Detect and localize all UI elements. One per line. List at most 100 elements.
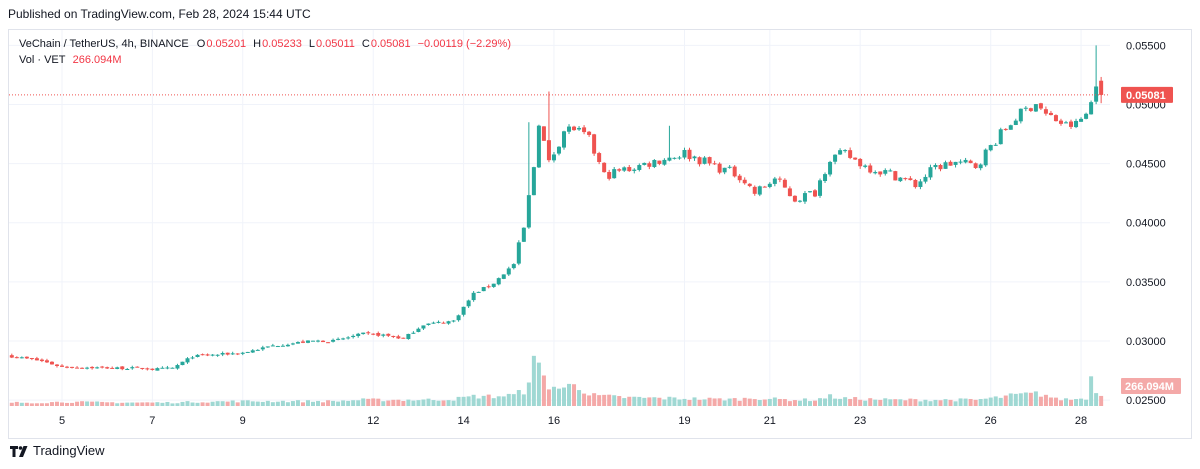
candle-body bbox=[491, 283, 496, 287]
volume-bar bbox=[602, 394, 607, 406]
volume-bar bbox=[958, 398, 963, 406]
candle-body bbox=[772, 178, 777, 184]
volume-bar bbox=[250, 401, 255, 406]
candle-body bbox=[938, 165, 943, 170]
last-volume-badge bbox=[1121, 378, 1181, 394]
volume-bar bbox=[647, 397, 652, 406]
candle-body bbox=[1033, 104, 1038, 112]
candle-body bbox=[1058, 120, 1063, 124]
price-axis: 0.055000.050000.045000.040000.035000.030… bbox=[1126, 40, 1166, 407]
candle-body bbox=[19, 357, 24, 359]
candle-body bbox=[100, 366, 105, 368]
candle-body bbox=[777, 178, 782, 180]
candle-body bbox=[70, 366, 75, 368]
candle-body bbox=[110, 367, 115, 369]
candle-body bbox=[105, 367, 110, 369]
candle-body bbox=[998, 129, 1003, 145]
candle-body bbox=[667, 157, 672, 161]
volume-bar bbox=[376, 398, 381, 406]
candle-body bbox=[115, 367, 120, 369]
volume-bar bbox=[381, 401, 386, 406]
volume-bar bbox=[687, 399, 692, 406]
volume-bar bbox=[501, 396, 506, 406]
volume-bar bbox=[878, 399, 883, 406]
candle-body bbox=[707, 157, 712, 164]
symbol-title[interactable]: VeChain / TetherUS, 4h, BINANCE bbox=[19, 38, 189, 50]
ohlc-row: VeChain / TetherUS, 4h, BINANCE O0.05201 H… bbox=[19, 38, 511, 50]
price-tick-label: 0.04500 bbox=[1126, 159, 1166, 171]
volume-bar bbox=[496, 396, 501, 406]
tradingview-footer[interactable]: TradingView bbox=[9, 443, 105, 458]
volume-bar bbox=[818, 398, 823, 406]
volume-bar bbox=[526, 382, 531, 406]
volume-bar bbox=[712, 398, 717, 406]
volume-bar bbox=[115, 403, 120, 406]
candle-body bbox=[677, 157, 682, 159]
volume-bar bbox=[807, 401, 812, 406]
candle-body bbox=[948, 161, 953, 166]
volume-bar bbox=[567, 383, 572, 406]
volume-bar bbox=[933, 399, 938, 406]
volume-bar bbox=[612, 395, 617, 406]
change-value: −0.00119 (−2.29%) bbox=[417, 38, 511, 50]
volume-bar bbox=[185, 401, 190, 406]
candle-body bbox=[300, 341, 305, 343]
volume-bar bbox=[908, 398, 913, 406]
volume-bar bbox=[883, 398, 888, 406]
candle-body bbox=[1003, 128, 1008, 130]
candle-body bbox=[968, 160, 973, 164]
candle-body bbox=[1069, 121, 1074, 127]
candle-body bbox=[381, 334, 386, 336]
volume-label[interactable]: Vol · VET bbox=[19, 54, 66, 66]
volume-layer bbox=[9, 355, 1104, 406]
volume-bar bbox=[577, 390, 582, 406]
volume-bar bbox=[100, 401, 105, 406]
candle-body bbox=[983, 149, 988, 166]
candle-body bbox=[255, 349, 260, 351]
volume-bar bbox=[270, 402, 275, 406]
volume-bar bbox=[396, 399, 401, 406]
candle-body bbox=[1018, 108, 1023, 122]
candle-body bbox=[767, 183, 772, 187]
open-value: 0.05201 bbox=[206, 38, 247, 50]
volume-bar bbox=[70, 402, 75, 406]
volume-bar bbox=[240, 400, 245, 406]
volume-bar bbox=[386, 400, 391, 406]
volume-bar bbox=[75, 401, 80, 406]
volume-bar bbox=[1084, 399, 1089, 406]
candle-body bbox=[873, 172, 878, 174]
volume-bar bbox=[546, 389, 551, 406]
candle-body bbox=[802, 193, 807, 202]
volume-bar bbox=[180, 401, 185, 406]
candle-body bbox=[562, 131, 566, 148]
volume-bar bbox=[29, 403, 34, 406]
volume-bar bbox=[732, 398, 737, 406]
volume-bar bbox=[1018, 393, 1023, 406]
volume-bar bbox=[536, 362, 541, 406]
volume-bar bbox=[993, 396, 998, 406]
volume-bar bbox=[456, 396, 461, 406]
candle-body bbox=[1008, 125, 1013, 130]
candle-body bbox=[95, 367, 100, 369]
candle-body bbox=[376, 332, 381, 336]
candle-body bbox=[858, 158, 863, 167]
chart-frame bbox=[8, 29, 1192, 439]
candle-body bbox=[1048, 112, 1053, 116]
candle-body bbox=[130, 367, 135, 369]
candle-body bbox=[351, 335, 356, 338]
time-tick-label: 26 bbox=[985, 415, 997, 427]
candle-body bbox=[391, 335, 396, 338]
candle-body bbox=[1064, 122, 1068, 124]
time-tick-label: 28 bbox=[1075, 415, 1087, 427]
volume-bar bbox=[777, 398, 782, 406]
volume-bar bbox=[833, 398, 838, 406]
volume-bar bbox=[556, 388, 561, 406]
volume-bar bbox=[587, 395, 592, 406]
candle-body bbox=[787, 188, 792, 197]
volume-bar bbox=[677, 399, 682, 406]
candle-body bbox=[782, 179, 787, 188]
candle-body bbox=[516, 242, 521, 264]
time-tick-label: 19 bbox=[678, 415, 690, 427]
candle-body bbox=[622, 167, 627, 171]
